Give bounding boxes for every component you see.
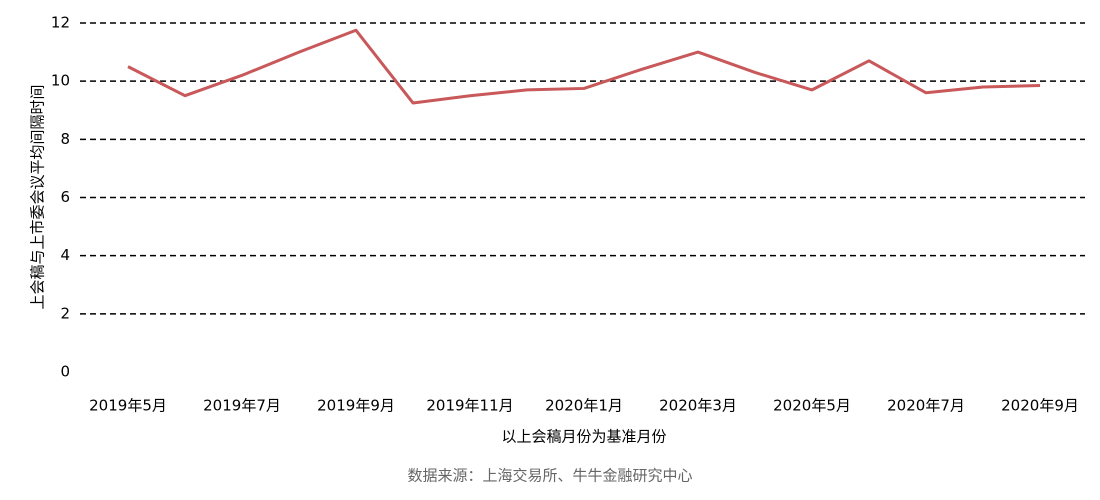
x-tick-label: 2020年9月 — [1001, 397, 1079, 415]
x-tick-label: 2019年9月 — [317, 397, 395, 415]
source-note: 数据来源：上海交易所、牛牛金融研究中心 — [407, 467, 692, 485]
x-tick-label: 2020年3月 — [659, 397, 737, 415]
y-tick-label: 10 — [51, 72, 70, 90]
y-tick-label: 0 — [60, 363, 70, 381]
x-tick-label: 2020年7月 — [887, 397, 965, 415]
y-tick-label: 12 — [51, 14, 70, 32]
y-axis-label: 上会稿与上市委会议平均间隔时间 — [29, 84, 47, 309]
x-tick-label: 2019年5月 — [89, 397, 167, 415]
x-tick-label: 2019年7月 — [203, 397, 281, 415]
x-tick-label: 2019年11月 — [426, 397, 513, 415]
y-tick-label: 8 — [60, 130, 70, 148]
x-tick-label: 2020年5月 — [773, 397, 851, 415]
y-tick-label: 2 — [60, 304, 70, 322]
y-tick-label: 6 — [60, 188, 70, 206]
x-tick-label: 2020年1月 — [545, 397, 623, 415]
y-tick-label: 4 — [60, 246, 70, 264]
x-axis-label: 以上会稿月份为基准月份 — [501, 428, 666, 446]
data-line — [127, 28, 1041, 105]
